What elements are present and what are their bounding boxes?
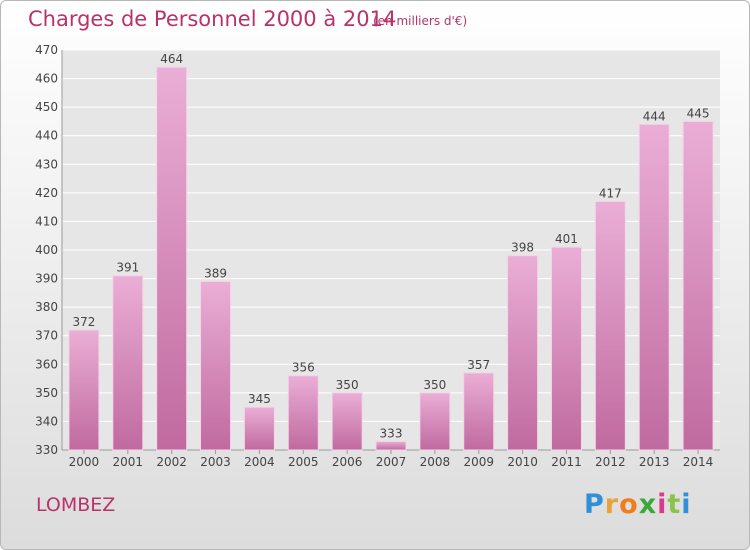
bar-2009 <box>463 372 495 451</box>
bar-2012 <box>594 200 626 451</box>
y-tick-label: 370 <box>35 329 58 343</box>
y-tick-label: 400 <box>35 243 58 257</box>
y-tick-label: 380 <box>35 300 58 314</box>
data-label-2002: 464 <box>160 52 183 66</box>
bar-2014 <box>682 120 714 451</box>
x-tick-label: 2014 <box>683 455 714 469</box>
bar-2011 <box>550 246 582 451</box>
data-label-2014: 445 <box>687 106 710 120</box>
x-tick-label: 2004 <box>244 455 275 469</box>
logo-letter: o <box>619 489 639 520</box>
x-tick-label: 2003 <box>200 455 231 469</box>
y-tick-label: 390 <box>35 272 58 286</box>
commune-name: LOMBEZ <box>36 494 116 516</box>
bar-2013 <box>638 123 670 451</box>
y-tick-label: 350 <box>35 386 58 400</box>
bar-2003 <box>200 280 232 451</box>
y-tick-label: 470 <box>35 43 58 57</box>
x-tick-label: 2000 <box>69 455 100 469</box>
bar-2006 <box>331 392 363 451</box>
x-tick-label: 2008 <box>420 455 451 469</box>
data-label-2009: 357 <box>467 358 490 372</box>
y-tick-label: 460 <box>35 72 58 86</box>
data-label-2003: 389 <box>204 266 227 280</box>
data-label-2000: 372 <box>72 315 95 329</box>
bar-2002 <box>156 66 188 451</box>
bar-2000 <box>68 329 100 451</box>
y-tick-label: 330 <box>35 443 58 457</box>
data-label-2012: 417 <box>599 186 622 200</box>
logo-letter: t <box>667 489 682 520</box>
logo-letter: i <box>681 489 692 520</box>
logo-letter: x <box>638 489 658 520</box>
x-tick-label: 2011 <box>551 455 582 469</box>
bar-2008 <box>419 392 451 451</box>
proxiti-logo: Proxiti <box>584 489 692 520</box>
data-label-2013: 444 <box>643 109 666 123</box>
logo-letter: P <box>584 489 605 520</box>
y-tick-label: 420 <box>35 186 58 200</box>
y-tick-label: 360 <box>35 357 58 371</box>
data-label-2008: 350 <box>423 378 446 392</box>
bar-2004 <box>243 406 275 451</box>
chart-subtitle: (en milliers d'€) <box>373 14 468 28</box>
y-tick-label: 410 <box>35 214 58 228</box>
x-tick-label: 2010 <box>507 455 538 469</box>
bar-2001 <box>112 275 144 451</box>
y-tick-label: 340 <box>35 414 58 428</box>
data-label-2007: 333 <box>380 426 403 440</box>
data-label-2006: 350 <box>336 378 359 392</box>
x-tick-label: 2006 <box>332 455 363 469</box>
logo-letter: r <box>604 489 620 520</box>
logo-letter: i <box>657 489 668 520</box>
data-label-2005: 356 <box>292 361 315 375</box>
x-tick-label: 2001 <box>113 455 144 469</box>
x-tick-label: 2012 <box>595 455 626 469</box>
data-label-2010: 398 <box>511 241 534 255</box>
y-tick-label: 440 <box>35 129 58 143</box>
x-tick-label: 2005 <box>288 455 319 469</box>
x-tick-label: 2002 <box>156 455 187 469</box>
bar-2005 <box>287 375 319 451</box>
y-tick-label: 430 <box>35 157 58 171</box>
data-label-2004: 345 <box>248 392 271 406</box>
data-label-2001: 391 <box>116 261 139 275</box>
x-tick-label: 2007 <box>376 455 407 469</box>
chart-title: Charges de Personnel 2000 à 2014 <box>28 7 397 31</box>
bar-2010 <box>507 255 539 451</box>
y-tick-label: 450 <box>35 100 58 114</box>
data-label-2011: 401 <box>555 232 578 246</box>
bar-2007 <box>375 440 407 451</box>
x-tick-label: 2013 <box>639 455 670 469</box>
x-tick-label: 2009 <box>463 455 494 469</box>
